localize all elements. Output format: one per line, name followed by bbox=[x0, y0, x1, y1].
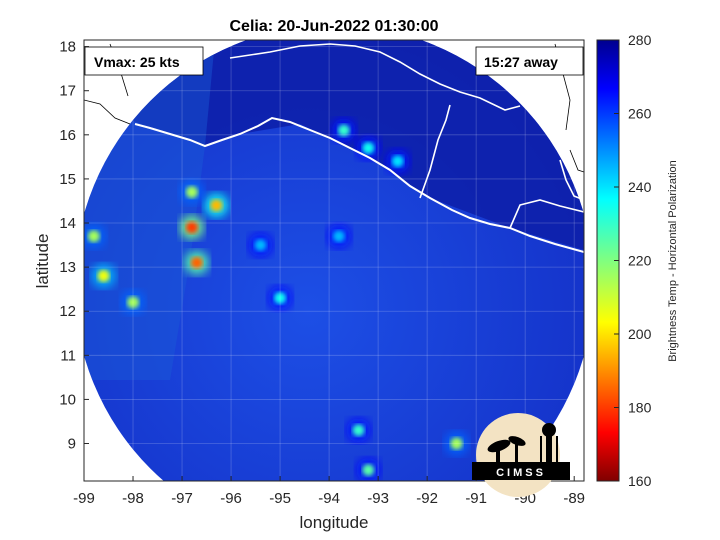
cold-feature-core bbox=[127, 296, 140, 309]
y-tick-label: 17 bbox=[59, 83, 76, 100]
coastline bbox=[134, 43, 584, 253]
y-tick-label: 18 bbox=[59, 39, 76, 56]
cold-feature-core bbox=[352, 424, 365, 437]
cold-feature-core bbox=[87, 230, 100, 243]
cold-feature-core bbox=[274, 291, 287, 304]
colorbar-tick-label: 160 bbox=[628, 473, 652, 489]
y-tick-label: 14 bbox=[59, 215, 76, 232]
y-tick-label: 11 bbox=[60, 347, 76, 364]
cold-feature-core bbox=[97, 269, 110, 282]
x-tick-label: -98 bbox=[122, 490, 144, 507]
cimss-logo: CIMSS bbox=[472, 413, 570, 497]
x-tick-label: -93 bbox=[367, 490, 389, 507]
svg-text:15:27 away: 15:27 away bbox=[484, 54, 558, 70]
cold-feature-core bbox=[210, 199, 223, 212]
colorbar: 160 180 200 220 240 260 280 Brightness Temp - … bbox=[596, 32, 679, 489]
cold-feature-core bbox=[450, 437, 463, 450]
cold-feature-core bbox=[185, 221, 198, 234]
colorbar-tick-label: 260 bbox=[628, 106, 652, 122]
y-axis-label: latitude bbox=[33, 234, 52, 289]
time-away-annotation: 15:27 away bbox=[475, 46, 584, 76]
cold-feature-core bbox=[362, 463, 375, 476]
y-tick-label: 10 bbox=[59, 391, 76, 408]
x-tick-label: -99 bbox=[73, 490, 95, 507]
cold-feature-core bbox=[254, 239, 267, 252]
colorbar-tick-label: 180 bbox=[628, 400, 652, 416]
x-tick-label: -97 bbox=[171, 490, 193, 507]
colorbar-tick-label: 280 bbox=[628, 32, 652, 48]
y-tick-label: 12 bbox=[59, 303, 76, 320]
x-tick-label: -91 bbox=[465, 490, 487, 507]
x-tick-label: -95 bbox=[269, 490, 291, 507]
cold-feature-core bbox=[337, 124, 350, 137]
colorbar-label: Brightness Temp - Horizontal Polarizatio… bbox=[667, 160, 679, 362]
colorbar-tick-label: 240 bbox=[628, 179, 652, 195]
y-tick-label: 15 bbox=[59, 171, 76, 188]
x-tick-label: -94 bbox=[318, 490, 340, 507]
x-tick-label: -92 bbox=[416, 490, 438, 507]
x-axis-ticks: -99 -98 -97 -96 -95 -94 -93 -92 -91 -90 -89 bbox=[73, 476, 585, 507]
grid-layer bbox=[84, 40, 584, 481]
cold-feature-core bbox=[185, 186, 198, 199]
cold-feature-core bbox=[190, 256, 203, 269]
y-tick-label: 9 bbox=[68, 436, 76, 453]
land-region bbox=[84, 40, 584, 250]
x-axis-label: longitude bbox=[299, 513, 368, 532]
svg-text:CIMSS: CIMSS bbox=[496, 467, 546, 479]
axes-box bbox=[83, 39, 585, 482]
x-tick-label: -96 bbox=[220, 490, 242, 507]
vmax-annotation: Vmax: 25 kts bbox=[84, 46, 204, 76]
colorbar-tick-label: 200 bbox=[628, 326, 652, 342]
y-axis-ticks: 9 10 11 12 13 14 15 16 17 18 bbox=[59, 39, 89, 453]
cold-feature-core bbox=[362, 142, 375, 155]
svg-text:Vmax: 25 kts: Vmax: 25 kts bbox=[94, 54, 180, 70]
y-tick-label: 13 bbox=[59, 259, 76, 276]
cold-feature-core bbox=[332, 230, 345, 243]
colorbar-tick-label: 220 bbox=[628, 253, 652, 269]
y-tick-label: 16 bbox=[59, 127, 76, 144]
x-tick-label: -89 bbox=[563, 490, 585, 507]
chart-title: Celia: 20-Jun-2022 01:30:00 bbox=[230, 18, 439, 35]
cold-feature-core bbox=[391, 155, 404, 168]
